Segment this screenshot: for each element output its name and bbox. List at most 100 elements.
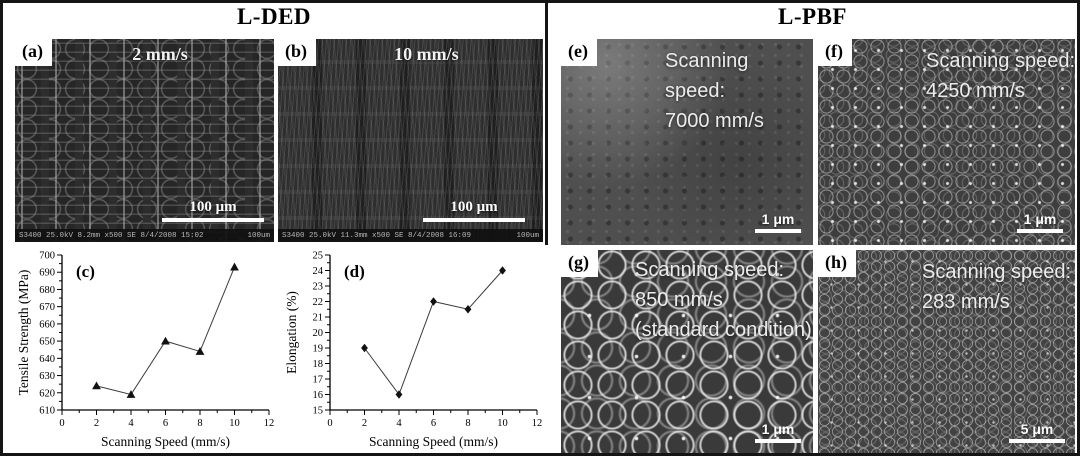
- panel-e-scalebar-label: 1 μm: [761, 211, 795, 227]
- panel-h-scalebar: 5 μm: [1009, 421, 1065, 443]
- panel-h-scalebar-line: [1009, 439, 1065, 443]
- sem-panel-g: (g) Scanning speed: 850 mm/s (standard c…: [561, 250, 813, 453]
- svg-text:15: 15: [313, 406, 324, 417]
- panel-label-b: (b): [278, 39, 316, 66]
- panel-a-sem-metadata: S3400 25.0kV 8.2mm x500 SE 8/4/2008 15:0…: [15, 229, 274, 242]
- svg-text:4: 4: [396, 418, 402, 429]
- panel-label-g: (g): [561, 250, 598, 277]
- panel-g-caption-line1: Scanning speed:: [635, 259, 785, 281]
- panel-f-caption-line2: 4250 mm/s: [926, 80, 1025, 102]
- svg-text:24: 24: [313, 266, 324, 277]
- panel-g-caption-line2: 850 mm/s: [635, 289, 723, 311]
- svg-text:16: 16: [313, 390, 324, 401]
- svg-text:10: 10: [229, 418, 240, 429]
- panel-b-meta-left: S3400 25.0kV 11.3mm x500 SE 8/4/2008 16:…: [282, 231, 472, 240]
- svg-text:2: 2: [362, 418, 367, 429]
- sem-panel-a: (a) 2 mm/s 100 μm S3400 25.0kV 8.2mm x50…: [15, 39, 274, 242]
- panel-h-caption-line2: 283 mm/s: [922, 291, 1010, 313]
- svg-text:620: 620: [39, 388, 55, 399]
- section-divider: [545, 3, 548, 453]
- svg-text:700: 700: [39, 251, 55, 262]
- panel-a-scalebar: 100 μm: [162, 199, 264, 222]
- panel-a-scalebar-label: 100 μm: [189, 199, 237, 215]
- panel-a-speed-text: 2 mm/s: [132, 44, 188, 64]
- svg-text:610: 610: [39, 406, 55, 417]
- sem-panel-b: (b) 10 mm/s 100 μm S3400 25.0kV 11.3mm x…: [278, 39, 543, 242]
- svg-text:18: 18: [313, 359, 324, 370]
- svg-text:(d): (d): [344, 262, 365, 281]
- panel-f-scalebar-line: [1017, 229, 1063, 233]
- svg-text:21: 21: [313, 313, 324, 324]
- sem-micrograph-e: [561, 39, 813, 245]
- svg-text:Elongation (%): Elongation (%): [284, 291, 299, 374]
- svg-text:(c): (c): [76, 262, 95, 281]
- panel-b-meta-right: 100um: [516, 231, 539, 240]
- svg-text:10: 10: [497, 418, 508, 429]
- panel-h-caption-line1: Scanning speed:: [922, 261, 1072, 283]
- svg-text:6: 6: [431, 418, 436, 429]
- panel-b-sem-metadata: S3400 25.0kV 11.3mm x500 SE 8/4/2008 16:…: [278, 229, 543, 242]
- sem-micrograph-f: [818, 39, 1075, 245]
- lpbf-section-title: L-PBF: [778, 4, 847, 29]
- panel-g-scalebar-label: 1 μm: [761, 421, 795, 437]
- panel-h-scalebar-label: 5 μm: [1020, 421, 1054, 437]
- sem-panel-e: (e) Scanning speed: 7000 mm/s 1 μm: [561, 39, 813, 245]
- panel-b-scalebar-label: 100 μm: [450, 199, 498, 215]
- svg-text:660: 660: [39, 319, 55, 330]
- sem-panel-h: (h) Scanning speed: 283 mm/s 5 μm: [818, 250, 1075, 453]
- svg-text:2: 2: [94, 418, 99, 429]
- panel-a-scalebar-line: [162, 218, 264, 222]
- panel-g-scalebar: 1 μm: [755, 421, 801, 443]
- panel-e-caption: Scanning speed: 7000 mm/s: [665, 46, 813, 136]
- sem-micrograph-g: [561, 250, 813, 453]
- svg-text:12: 12: [264, 418, 275, 429]
- svg-text:630: 630: [39, 371, 55, 382]
- svg-text:670: 670: [39, 302, 55, 313]
- panel-f-scalebar-label: 1 μm: [1023, 211, 1057, 227]
- sem-micrograph-b: [278, 39, 543, 242]
- panel-label-e: (e): [561, 39, 597, 66]
- svg-text:Scanning Speed (mm/s): Scanning Speed (mm/s): [101, 434, 230, 449]
- svg-text:8: 8: [465, 418, 470, 429]
- panel-h-caption: Scanning speed: 283 mm/s: [922, 257, 1071, 317]
- sem-panel-f: (f) Scanning speed: 4250 mm/s 1 μm: [818, 39, 1075, 245]
- svg-text:8: 8: [197, 418, 202, 429]
- panel-e-caption-line1: Scanning speed:: [665, 50, 749, 102]
- panel-label-h: (h): [818, 250, 856, 277]
- svg-text:20: 20: [313, 328, 324, 339]
- panel-label-a: (a): [15, 39, 52, 66]
- panel-e-scalebar: 1 μm: [755, 211, 801, 233]
- svg-text:650: 650: [39, 337, 55, 348]
- panel-a-meta-right: 100um: [247, 231, 270, 240]
- panel-b-speed-text: 10 mm/s: [394, 44, 459, 64]
- panel-g-caption-line3: (standard condition): [635, 319, 812, 341]
- elongation-chart: 0 2 4 6 8 10 121516171819202122232425(d)Scanni…: [283, 245, 549, 453]
- tensile-strength-chart: 0 2 4 6 8 10 12 610 620 630 640 650 660 670 680 690 700 (…: [15, 245, 281, 453]
- svg-text:6: 6: [163, 418, 168, 429]
- panel-e-scalebar-line: [755, 229, 801, 233]
- svg-text:25: 25: [313, 251, 324, 262]
- panel-b-scalebar: 100 μm: [423, 199, 525, 222]
- svg-text:0: 0: [327, 418, 332, 429]
- panel-e-caption-line2: 7000 mm/s: [665, 110, 764, 132]
- panel-label-f: (f): [818, 39, 852, 66]
- svg-text:17: 17: [313, 375, 324, 386]
- svg-text:Tensile Strength (MPa): Tensile Strength (MPa): [16, 270, 31, 396]
- svg-text:690: 690: [39, 268, 55, 279]
- lded-section-title: L-DED: [236, 4, 312, 29]
- panel-g-caption: Scanning speed: 850 mm/s (standard condi…: [635, 255, 812, 345]
- svg-text:4: 4: [128, 418, 134, 429]
- svg-text:0: 0: [59, 418, 64, 429]
- svg-text:23: 23: [313, 282, 324, 293]
- panel-f-scalebar: 1 μm: [1017, 211, 1063, 233]
- svg-text:Scanning Speed (mm/s): Scanning Speed (mm/s): [369, 434, 498, 449]
- panel-f-caption-line1: Scanning speed:: [926, 50, 1075, 72]
- panel-a-meta-left: S3400 25.0kV 8.2mm x500 SE 8/4/2008 15:0…: [19, 231, 204, 240]
- svg-text:12: 12: [532, 418, 543, 429]
- svg-text:19: 19: [313, 344, 324, 355]
- svg-text:680: 680: [39, 285, 55, 296]
- panel-g-scalebar-line: [755, 439, 801, 443]
- panel-f-caption: Scanning speed: 4250 mm/s: [926, 46, 1075, 106]
- panel-b-scalebar-line: [423, 218, 525, 222]
